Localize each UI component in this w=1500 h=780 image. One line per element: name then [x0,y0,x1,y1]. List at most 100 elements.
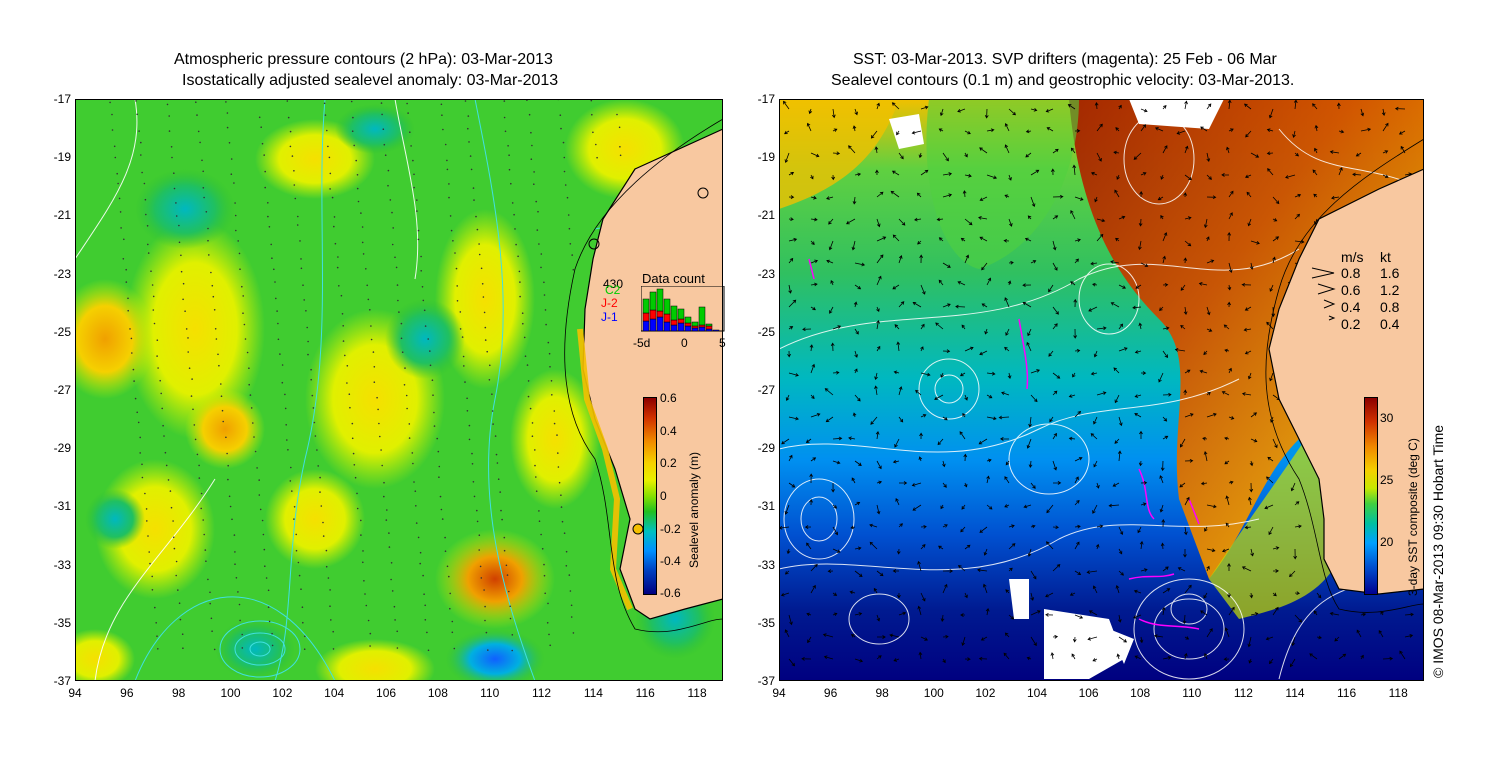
right-xtick-label: 106 [1078,686,1099,700]
velocity-arrow [1313,610,1318,616]
track-dot [503,536,506,539]
track-dot [241,633,243,636]
track-dot [427,649,430,652]
velocity-arrow [827,569,834,574]
velocity-arrow [1179,482,1186,488]
velocity-arrow [1086,570,1098,574]
velocity-arrow [1110,302,1120,308]
inset-xtick-1: 0 [681,336,688,350]
track-dot [451,631,454,634]
track-dot [484,619,486,622]
velocity-arrow [1008,614,1015,620]
velocity-arrow [1225,495,1230,506]
track-dot [192,408,194,411]
velocity-arrow [854,172,862,177]
track-dot [326,129,328,132]
velocity-arrow [1184,174,1192,181]
left-map-frame [75,99,723,681]
track-dot [468,438,471,441]
velocity-arrow [1137,526,1142,534]
track-dot [369,632,372,635]
velocity-arrow [1314,147,1318,154]
track-dot [565,550,568,553]
track-dot [205,560,207,562]
velocity-arrow [870,130,878,139]
right-cbar-tick-1: 25 [1380,473,1394,487]
track-dot [151,575,153,578]
track-dot [454,252,456,254]
velocity-arrow [826,196,834,200]
track-dot [452,240,454,242]
track-dot [519,281,521,283]
velocity-arrow [1206,412,1217,418]
track-dot [226,126,229,129]
velocity-arrow [788,326,794,330]
velocity-arrow [852,125,857,132]
velocity-arrow [1090,371,1098,376]
velocity-arrow [978,438,988,445]
track-dot [398,311,400,313]
velocity-arrow [1030,196,1036,208]
velocity-arrow [918,651,923,660]
left-cbar-tick-0: 0.6 [660,391,677,405]
track-dot [365,268,367,270]
track-dot [548,352,551,355]
velocity-arrow [1177,567,1186,572]
velocity-arrow [1092,585,1098,594]
velocity-arrow [1072,164,1077,176]
track-dot [356,507,359,510]
track-dot [394,619,396,621]
track-dot [535,476,537,478]
velocity-arrow [1206,174,1212,180]
velocity-arrow [1030,394,1038,403]
track-dot [225,101,227,103]
velocity-arrow [1030,610,1041,616]
track-dot [248,383,250,386]
track-dot [424,619,427,621]
velocity-arrow [1052,432,1057,440]
inset-label-j1: J-1 [601,310,618,324]
track-dot [265,577,268,579]
track-dot [503,116,506,119]
track-dot [560,127,562,130]
track-dot [391,590,394,592]
velocity-arrow [1118,104,1122,110]
track-dot [396,630,399,633]
velocity-arrow [1183,192,1188,198]
inset-bar-c2 [649,291,657,311]
right-ytick-label: -31 [757,499,775,514]
track-dot [130,337,133,340]
velocity-arrow [1161,606,1166,616]
track-dot [351,437,354,440]
track-dot [471,452,473,455]
track-dot [157,367,159,369]
track-dot [448,575,450,578]
velocity-arrow [1294,213,1301,220]
velocity-arrow [1004,194,1010,199]
track-dot [357,200,360,203]
track-dot [540,533,542,536]
track-dot [422,574,424,577]
track-dot [281,381,284,384]
velocity-arrow [1113,367,1120,374]
track-dot [481,283,484,285]
velocity-arrow [1159,504,1164,513]
track-dot [467,127,469,130]
track-dot [210,617,213,620]
track-dot [511,634,514,636]
track-dot [415,522,418,524]
right-xtick-label: 98 [875,686,889,700]
track-dot [173,187,176,190]
velocity-arrow [1073,298,1078,308]
track-dot [459,311,462,313]
velocity-arrow [788,172,795,176]
velocity-arrow [869,541,878,550]
velocity-arrow [1309,653,1318,660]
track-dot [464,100,467,102]
velocity-arrow [984,328,988,335]
track-dot [140,154,142,156]
track-dot [531,144,533,147]
velocity-arrow [873,587,878,594]
track-dot [365,604,368,607]
track-dot [356,187,359,190]
